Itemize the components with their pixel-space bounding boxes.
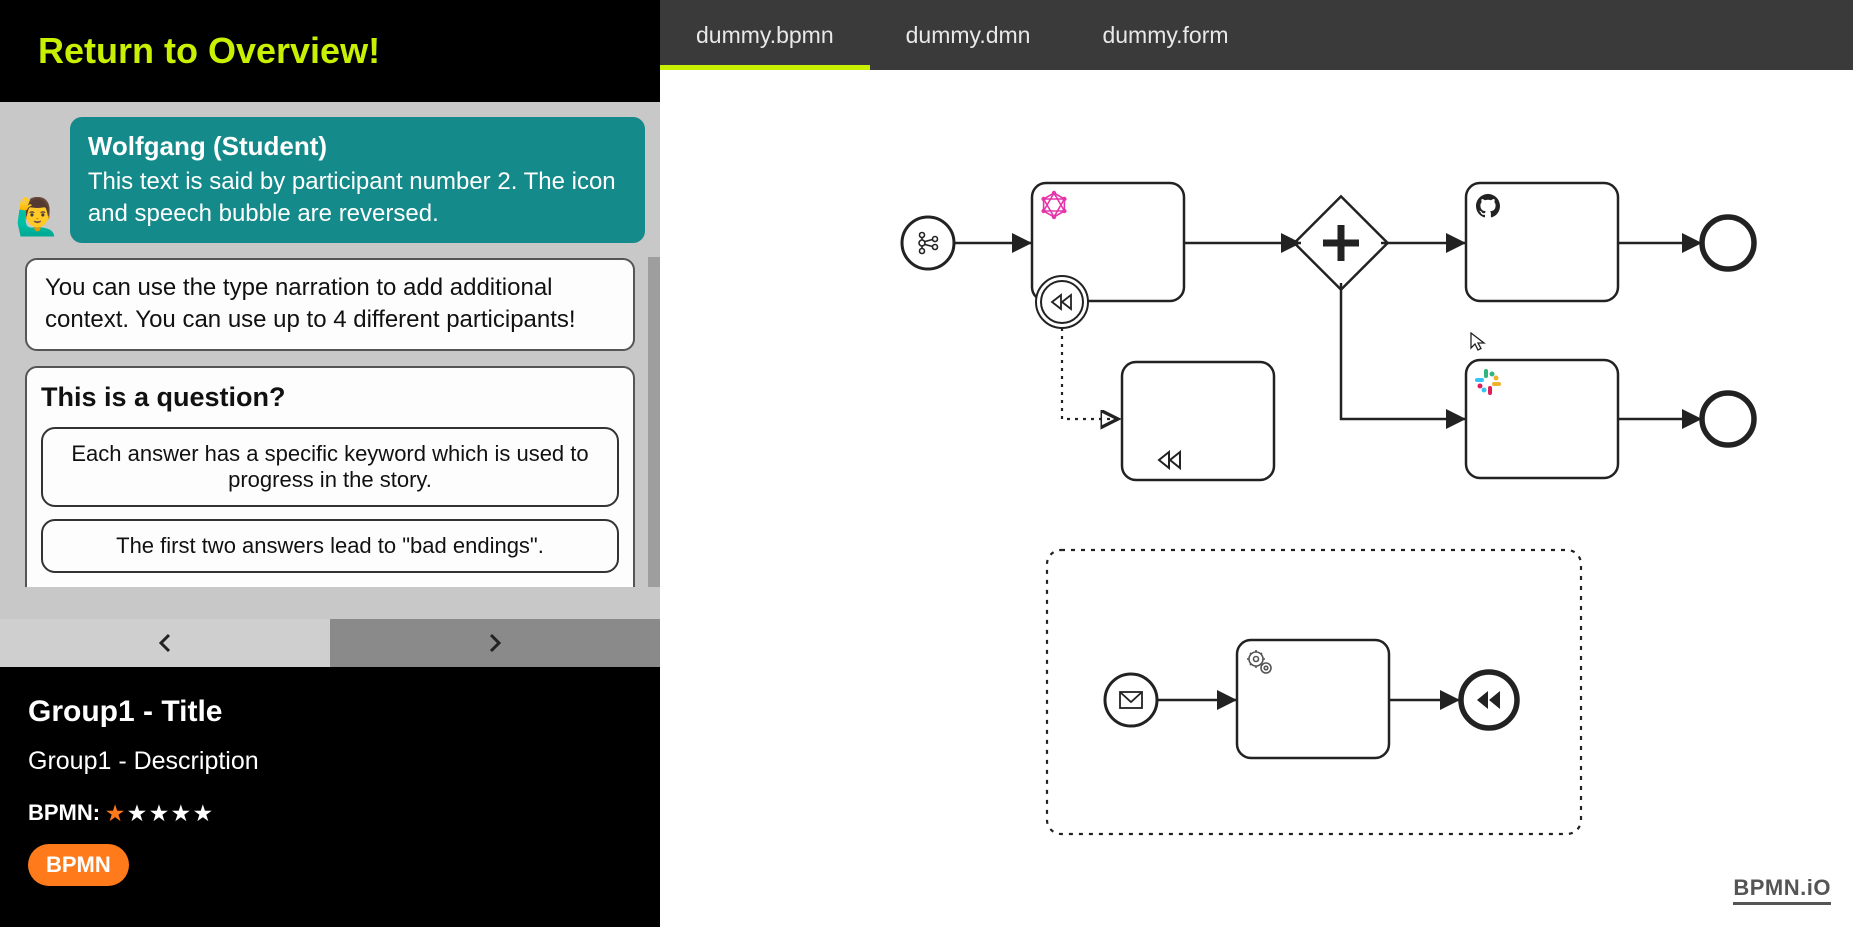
group-description: Group1 - Description — [28, 747, 632, 776]
question-box: This is a question? Each answer has a sp… — [25, 366, 635, 587]
speech-row-participant2: 🙋‍♂️ Wolfgang (Student) This text is sai… — [15, 117, 645, 243]
task-slack[interactable] — [1466, 360, 1618, 478]
narration-box: You can use the type narration to add ad… — [25, 258, 635, 351]
cursor-icon — [1470, 332, 1486, 357]
star-icon: ★ — [128, 801, 144, 826]
tab-dmn[interactable]: dummy.dmn — [870, 0, 1067, 70]
service-task[interactable] — [1237, 640, 1389, 758]
end-event[interactable] — [1702, 393, 1754, 445]
chevron-right-icon — [488, 633, 502, 653]
answer-option[interactable]: Each answer has a specific keyword which… — [41, 427, 619, 507]
star-icon: ★ — [150, 801, 166, 826]
sequence-flow[interactable] — [1341, 283, 1466, 419]
star-icon: ★ — [172, 801, 188, 826]
star-icon: ★ — [106, 801, 122, 826]
right-panel: dummy.bpmn dummy.dmn dummy.form — [660, 0, 1853, 927]
participant-text: This text is said by participant number … — [88, 168, 616, 227]
speech-bubble: Wolfgang (Student) This text is said by … — [70, 117, 645, 243]
group-title: Group1 - Title — [28, 695, 632, 729]
next-button[interactable] — [330, 619, 660, 667]
avatar-icon: 🙋‍♂️ — [15, 199, 60, 235]
participant-name: Wolfgang (Student) — [88, 129, 627, 164]
task-github[interactable] — [1466, 183, 1618, 301]
scrollbar[interactable] — [648, 257, 660, 587]
message-start-event[interactable] — [1105, 674, 1157, 726]
diagram-canvas[interactable]: BPMN.iO — [660, 70, 1853, 927]
tab-bar: dummy.bpmn dummy.dmn dummy.form — [660, 0, 1853, 70]
end-event[interactable] — [1702, 217, 1754, 269]
story-area: 🙋‍♂️ Wolfgang (Student) This text is sai… — [0, 102, 660, 667]
compensation-task[interactable] — [1122, 362, 1274, 480]
answer-option[interactable]: The first two answers lead to "bad endin… — [41, 519, 619, 573]
chevron-left-icon — [158, 633, 172, 653]
bpmn-io-logo[interactable]: BPMN.iO — [1733, 875, 1831, 905]
return-link[interactable]: Return to Overview! — [0, 0, 660, 102]
bpmn-diagram — [660, 70, 1853, 927]
story-scroll[interactable]: 🙋‍♂️ Wolfgang (Student) This text is sai… — [0, 102, 660, 587]
rating-label: BPMN: — [28, 800, 100, 826]
left-panel: Return to Overview! 🙋‍♂️ Wolfgang (Stude… — [0, 0, 660, 927]
start-event[interactable] — [902, 217, 954, 269]
info-panel: Group1 - Title Group1 - Description BPMN… — [0, 667, 660, 927]
tab-bpmn[interactable]: dummy.bpmn — [660, 0, 870, 70]
tab-form[interactable]: dummy.form — [1066, 0, 1264, 70]
star-icon: ★ — [194, 801, 210, 826]
prev-button[interactable] — [0, 619, 330, 667]
question-title: This is a question? — [41, 382, 619, 413]
compensation-association[interactable] — [1062, 328, 1118, 419]
story-nav — [0, 619, 660, 667]
rating-row: BPMN: ★ ★ ★ ★ ★ — [28, 800, 632, 826]
bpmn-tag[interactable]: BPMN — [28, 844, 129, 886]
